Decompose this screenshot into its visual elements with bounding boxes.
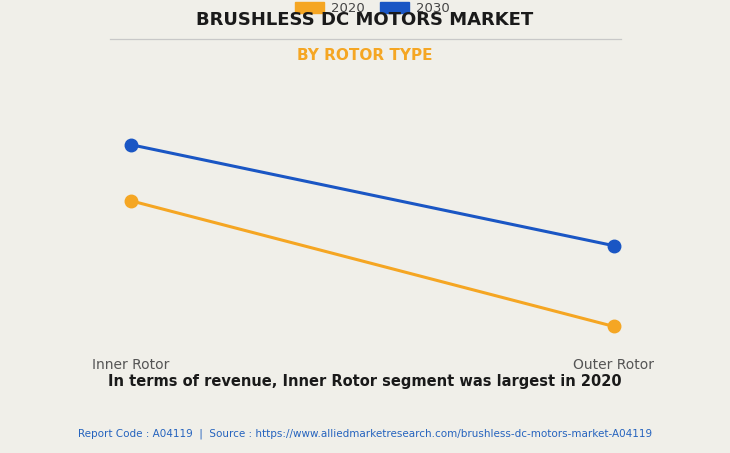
Text: In terms of revenue, Inner Rotor segment was largest in 2020: In terms of revenue, Inner Rotor segment… xyxy=(108,374,622,389)
Text: Report Code : A04119  |  Source : https://www.alliedmarketresearch.com/brushless: Report Code : A04119 | Source : https://… xyxy=(78,428,652,439)
Text: BRUSHLESS DC MOTORS MARKET: BRUSHLESS DC MOTORS MARKET xyxy=(196,11,534,29)
Text: BY ROTOR TYPE: BY ROTOR TYPE xyxy=(297,48,433,63)
Legend: 2020, 2030: 2020, 2030 xyxy=(295,2,450,15)
